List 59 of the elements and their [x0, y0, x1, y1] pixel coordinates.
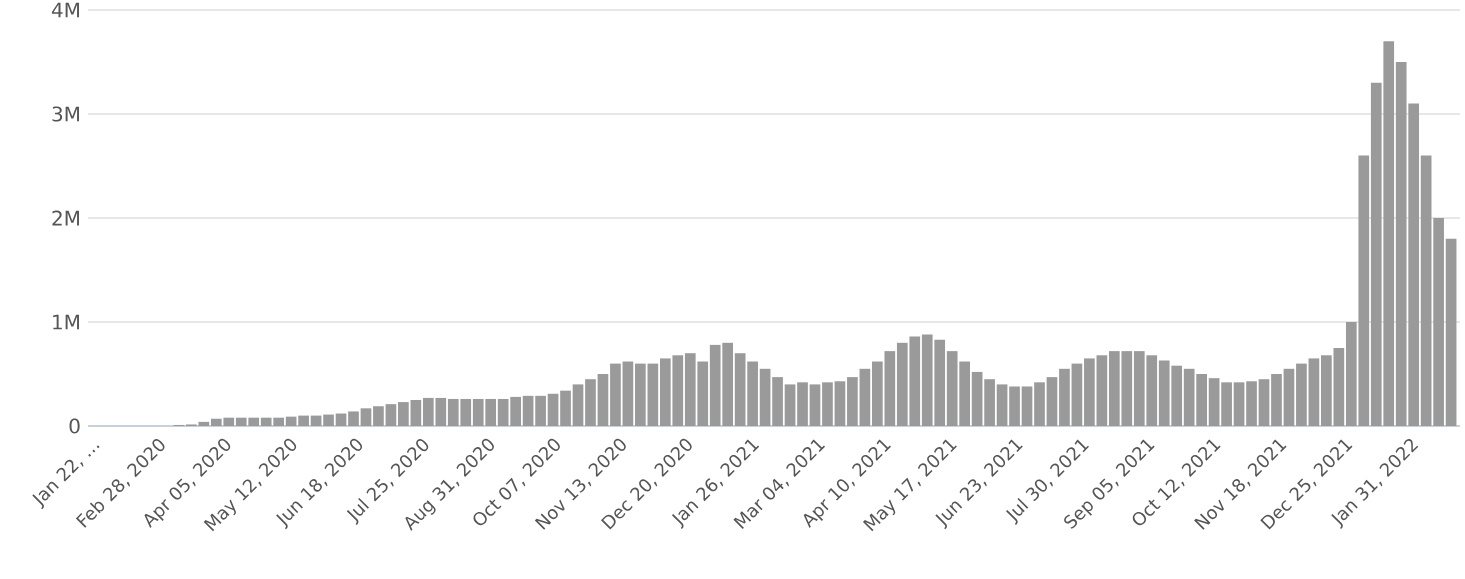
bar	[1246, 381, 1257, 426]
bar	[1208, 378, 1220, 426]
bar	[560, 390, 571, 426]
bar	[385, 404, 397, 426]
bar	[610, 363, 621, 426]
bar	[360, 408, 372, 426]
bar	[323, 414, 334, 426]
bar	[1445, 238, 1457, 426]
bar	[572, 384, 584, 426]
bar	[1433, 218, 1444, 426]
y-tick-label: 2M	[52, 210, 79, 226]
bar	[1096, 355, 1108, 426]
y-tick-label: 3M	[52, 106, 79, 122]
bar	[1283, 368, 1295, 426]
bar	[1233, 382, 1245, 426]
bar	[410, 400, 422, 426]
bar	[522, 395, 534, 426]
bar	[1084, 358, 1095, 426]
bar	[1071, 363, 1083, 426]
bar	[1034, 382, 1045, 426]
bar	[1271, 374, 1282, 426]
bar	[547, 393, 559, 426]
bar	[1308, 358, 1320, 426]
bar	[834, 381, 846, 426]
bar	[734, 353, 746, 426]
bar	[759, 368, 771, 426]
bar	[971, 371, 983, 426]
bar	[1258, 379, 1270, 426]
bar	[847, 377, 858, 426]
bar	[1059, 368, 1070, 426]
bar	[747, 361, 758, 426]
bar	[398, 402, 409, 426]
bar	[285, 416, 297, 426]
bar	[348, 411, 359, 426]
bar	[1021, 386, 1033, 426]
bar	[310, 415, 322, 426]
bar	[298, 415, 309, 426]
bar	[1009, 386, 1020, 426]
bar	[1221, 382, 1232, 426]
bar	[859, 368, 871, 426]
y-tick-label: 0	[69, 418, 80, 434]
y-tick-label: 1M	[53, 314, 79, 330]
bar	[772, 377, 783, 426]
bar	[784, 384, 796, 426]
bar	[809, 384, 821, 426]
bar	[597, 374, 609, 426]
bar	[1296, 363, 1307, 426]
bar	[1420, 155, 1432, 426]
bar	[335, 413, 347, 426]
bar	[996, 384, 1008, 426]
bar	[373, 406, 384, 426]
bar	[797, 382, 808, 426]
bar	[622, 361, 634, 426]
y-tick-label: 4M	[51, 2, 79, 18]
bar	[822, 382, 833, 426]
bar	[984, 379, 995, 426]
bar	[535, 395, 546, 426]
bar	[585, 379, 596, 426]
bar	[1046, 377, 1058, 426]
